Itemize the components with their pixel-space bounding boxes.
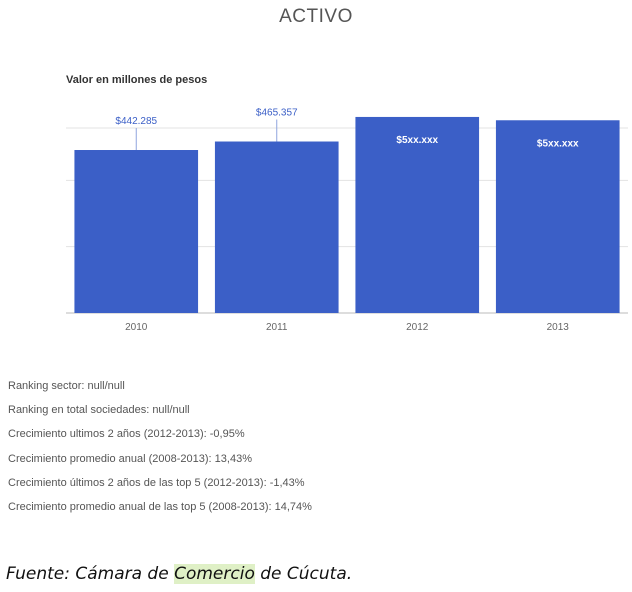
bar-2012 [355, 116, 480, 313]
data-label-2013: $5xx.xxx [537, 138, 579, 149]
source-note: Fuente: Cámara de Comercio de Cúcuta. [6, 564, 352, 584]
bar-2013 [495, 120, 620, 313]
stat-top5-growth-avg: Crecimiento promedio anual de las top 5 … [8, 500, 312, 513]
chart-subtitle: Valor en millones de pesos [66, 74, 208, 86]
bar-chart: $442.285 2010 $465.357 2011 $5xx.xxx 2012 $5xx… [66, 108, 628, 333]
chart-title: ACTIVO [279, 6, 353, 27]
x-tick-label-2012: 2012 [406, 322, 429, 333]
source-highlight: Comercio [174, 564, 255, 584]
source-suffix: de Cúcuta. [254, 564, 353, 584]
stat-growth-2y: Crecimiento ultimos 2 años (2012-2013): … [8, 428, 245, 441]
x-tick-label-2010: 2010 [125, 322, 148, 333]
stats-list: Ranking sector: null/null Ranking en tot… [8, 374, 312, 519]
stat-ranking-total: Ranking en total sociedades: null/null [8, 404, 190, 417]
source-prefix: Fuente: Cámara de [6, 564, 175, 584]
bar-2010 [74, 150, 199, 313]
data-label-2010: $442.285 [115, 116, 157, 127]
data-label-2011: $465.357 [256, 108, 298, 119]
stat-growth-avg: Crecimiento promedio anual (2008-2013): … [8, 452, 252, 465]
stat-top5-growth-2y: Crecimiento últimos 2 años de las top 5 … [8, 476, 305, 489]
data-label-2012: $5xx.xxx [396, 135, 438, 146]
bar-2011 [214, 141, 339, 313]
x-tick-label-2011: 2011 [266, 322, 288, 333]
x-tick-label-2013: 2013 [547, 322, 570, 333]
stat-ranking-sector: Ranking sector: null/null [8, 380, 125, 392]
